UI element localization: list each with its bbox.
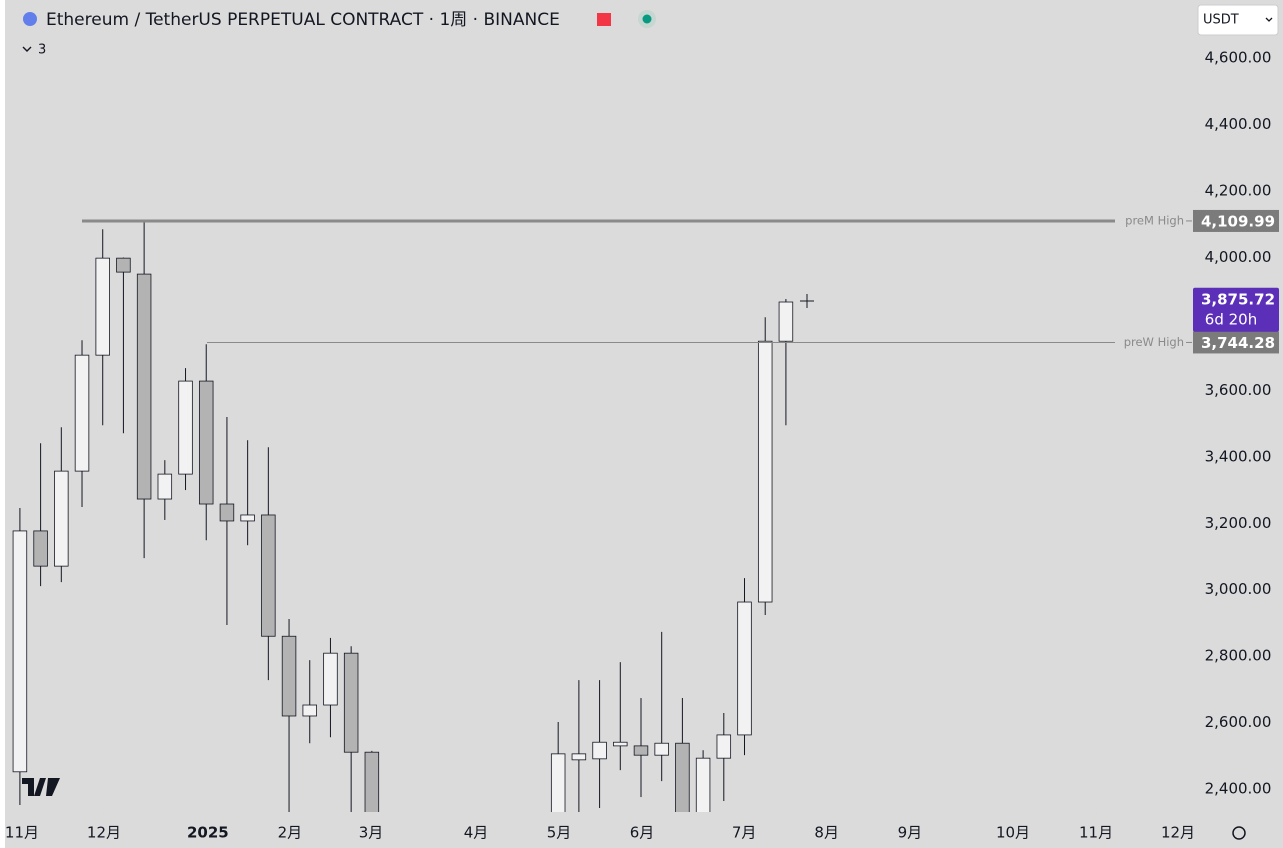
candle-body	[737, 601, 752, 736]
candle-body	[281, 635, 297, 717]
x-tick-label: 8月	[814, 824, 839, 842]
x-tick-label: 11月	[1079, 824, 1113, 842]
plot	[12, 222, 794, 812]
countdown-label: 6d 20h	[1205, 310, 1257, 328]
currency-select[interactable]	[1197, 4, 1279, 36]
candle-body	[95, 257, 110, 356]
candle-body	[219, 503, 235, 522]
x-tick-label: 6月	[630, 824, 655, 842]
y-tick-label: 3,200.00	[1205, 514, 1272, 532]
x-tick-label: 4月	[464, 824, 489, 842]
candle-body	[364, 751, 380, 812]
candle-body	[54, 470, 69, 567]
y-tick-label: 4,200.00	[1205, 182, 1272, 200]
level-tag-label: 4,109.99	[1201, 212, 1275, 230]
settings-icon[interactable]	[1232, 826, 1246, 840]
indicators-count[interactable]: 3	[38, 43, 46, 58]
x-tick-label: 9月	[898, 824, 923, 842]
candle-body	[757, 340, 773, 603]
last-price-label: 3,875.72	[1201, 290, 1275, 308]
level-name: preW High	[1124, 335, 1184, 349]
level-tag	[1193, 331, 1279, 354]
level-tag	[1193, 209, 1279, 232]
x-tick-label: 3月	[359, 824, 384, 842]
y-tick-label: 2,600.00	[1205, 713, 1272, 731]
tv-logo	[22, 778, 60, 796]
x-tick-label: 10月	[996, 824, 1030, 842]
candle-body	[136, 273, 152, 500]
y-tick-label: 3,600.00	[1205, 381, 1272, 399]
crosshair	[800, 294, 814, 308]
candle-body	[550, 753, 566, 812]
candle-body	[695, 757, 711, 812]
candle-body	[675, 742, 690, 812]
chart-background	[5, 0, 1283, 848]
candle-body	[302, 704, 317, 717]
candle-body	[74, 354, 90, 472]
candle-body	[571, 753, 587, 761]
candle-body	[261, 514, 276, 637]
symbol-title: Ethereum / TetherUS PERPETUAL CONTRACT ·…	[46, 10, 560, 30]
candle-body	[592, 741, 607, 760]
candle-body	[654, 742, 669, 756]
candle-body	[613, 741, 628, 747]
candle-body	[240, 514, 255, 522]
candle-body	[323, 652, 338, 706]
collapse-icon[interactable]	[22, 46, 32, 52]
y-tick-label: 3,400.00	[1205, 447, 1272, 465]
y-tick-label: 2,800.00	[1205, 647, 1272, 665]
dropdown-caret	[1265, 17, 1273, 22]
last-price-tag	[1193, 287, 1279, 332]
candle-body	[343, 652, 359, 753]
x-tick-label: 2025	[187, 824, 229, 842]
candle-body	[178, 380, 193, 475]
x-tick-label: 11月	[5, 824, 39, 842]
x-tick-label: 5月	[547, 824, 572, 842]
x-tick-label: 12月	[87, 824, 121, 842]
y-tick-label: 4,600.00	[1205, 49, 1272, 67]
y-tick-label: 4,000.00	[1205, 248, 1272, 266]
y-tick-label: 3,000.00	[1205, 580, 1272, 598]
candle-body	[778, 301, 794, 342]
level-tag-label: 3,744.28	[1201, 334, 1275, 352]
candle-body	[716, 734, 732, 759]
candle-body	[12, 530, 28, 773]
flag-icon[interactable]	[597, 13, 611, 26]
currency-label[interactable]: USDT	[1203, 13, 1239, 28]
level-name: preM High	[1125, 213, 1184, 227]
y-tick-label: 2,400.00	[1205, 780, 1272, 798]
status-dot	[642, 14, 652, 24]
x-tick-label: 12月	[1161, 824, 1195, 842]
x-tick-label: 2月	[278, 824, 303, 842]
x-tick-label: 7月	[732, 824, 757, 842]
y-tick-label: 4,400.00	[1205, 115, 1272, 133]
eth-icon	[23, 12, 37, 26]
candle-body	[157, 473, 173, 500]
candle-body	[633, 745, 649, 756]
candle-body	[116, 257, 131, 273]
candle-body	[33, 530, 48, 567]
candle-body	[198, 380, 214, 505]
